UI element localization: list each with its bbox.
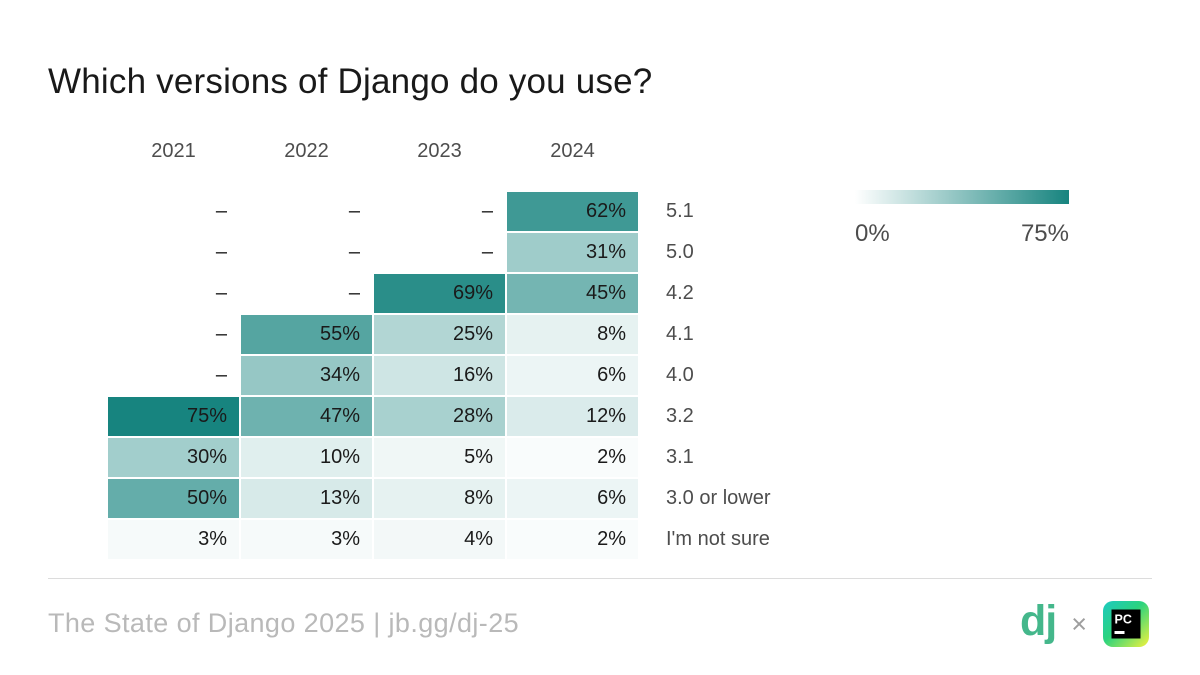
heatmap-row: 50% 13% 8% 6% 3.0 or lower xyxy=(108,479,771,518)
heatmap-cell: 55% xyxy=(241,315,372,354)
row-label: 5.1 xyxy=(666,200,694,222)
heatmap-cell-empty: – xyxy=(215,200,227,222)
heatmap-cell-empty: – xyxy=(348,282,360,304)
column-header: 2023 xyxy=(417,140,462,162)
row-label: 3.2 xyxy=(666,405,694,427)
heatmap-cell: 50% xyxy=(108,479,239,518)
heatmap-cell-empty: – xyxy=(215,364,227,386)
pycharm-abbr-text: PC xyxy=(1115,613,1132,627)
heatmap-cell-empty: – xyxy=(215,323,227,345)
row-label: 5.0 xyxy=(666,241,694,263)
heatmap-cell: 62% xyxy=(507,192,638,231)
heatmap-cell: 2% xyxy=(507,520,638,559)
color-scale-legend: 0% 75% xyxy=(855,190,1069,248)
footer-source-text: The State of Django 2025 | jb.gg/dj-25 xyxy=(48,608,520,638)
heatmap-cell: 10% xyxy=(241,438,372,477)
heatmap-cell: 5% xyxy=(374,438,505,477)
heatmap-cell: 12% xyxy=(507,397,638,436)
heatmap-cell-empty: – xyxy=(481,200,493,222)
heatmap-cell: 25% xyxy=(374,315,505,354)
heatmap-cell: 8% xyxy=(507,315,638,354)
heatmap-cell: 45% xyxy=(507,274,638,313)
heatmap-cell-empty: – xyxy=(215,282,227,304)
heatmap-cell: 3% xyxy=(241,520,372,559)
heatmap-cell: 6% xyxy=(507,479,638,518)
footer-divider xyxy=(48,578,1152,579)
row-label: 4.0 xyxy=(666,364,694,386)
heatmap-cell-empty: – xyxy=(215,241,227,263)
page-title: Which versions of Django do you use? xyxy=(48,62,653,101)
heatmap-grid: – – –62% 5.1– – –31% 5.0– –69% 45% 4.2–55% 25% 8% 4.… xyxy=(108,192,771,559)
row-label: 4.1 xyxy=(666,323,694,345)
row-label: I'm not sure xyxy=(666,528,770,550)
heatmap-row: –55% 25% 8% 4.1 xyxy=(108,315,771,354)
column-header: 2021 xyxy=(151,140,196,162)
legend-gradient-bar xyxy=(855,190,1069,204)
footer-logos: dj × PC xyxy=(1020,598,1150,650)
heatmap-cell: 6% xyxy=(507,356,638,395)
heatmap-cell: 3% xyxy=(108,520,239,559)
heatmap-cell: 30% xyxy=(108,438,239,477)
cross-icon: × xyxy=(1071,608,1087,639)
heatmap-row: – – –62% 5.1 xyxy=(108,192,771,231)
pycharm-logo: PC xyxy=(1102,600,1150,648)
heatmap-cell-empty: – xyxy=(348,241,360,263)
heatmap-cell: 4% xyxy=(374,520,505,559)
row-label: 4.2 xyxy=(666,282,694,304)
heatmap-row: –34% 16% 6% 4.0 xyxy=(108,356,771,395)
heatmap-cell: 75% xyxy=(108,397,239,436)
heatmap-cell: 31% xyxy=(507,233,638,272)
heatmap-row: 30% 10% 5% 2% 3.1 xyxy=(108,438,771,477)
legend-labels: 0% 75% xyxy=(855,220,1069,248)
row-label: 3.1 xyxy=(666,446,694,468)
heatmap-row: – – –31% 5.0 xyxy=(108,233,771,272)
heatmap-cell: 8% xyxy=(374,479,505,518)
heatmap-cell-empty: – xyxy=(481,241,493,263)
heatmap-row: 75% 47% 28% 12% 3.2 xyxy=(108,397,771,436)
heatmap-cell: 47% xyxy=(241,397,372,436)
legend-min-label: 0% xyxy=(855,220,890,247)
row-label: 3.0 or lower xyxy=(666,487,771,509)
heatmap-cell: 69% xyxy=(374,274,505,313)
heatmap-cell: 28% xyxy=(374,397,505,436)
column-headers: 2021 2022 2023 2024 xyxy=(108,140,638,163)
heatmap-cell: 2% xyxy=(507,438,638,477)
heatmap-cell: 34% xyxy=(241,356,372,395)
django-logo: dj xyxy=(1020,596,1057,645)
heatmap-cell: 16% xyxy=(374,356,505,395)
legend-max-label: 75% xyxy=(1020,220,1069,247)
heatmap-cell: 13% xyxy=(241,479,372,518)
heatmap-row: 3% 3% 4% 2% I'm not sure xyxy=(108,520,771,559)
column-header: 2024 xyxy=(550,140,595,162)
heatmap-row: – –69% 45% 4.2 xyxy=(108,274,771,313)
heatmap-cell-empty: – xyxy=(348,200,360,222)
column-header: 2022 xyxy=(284,140,329,162)
